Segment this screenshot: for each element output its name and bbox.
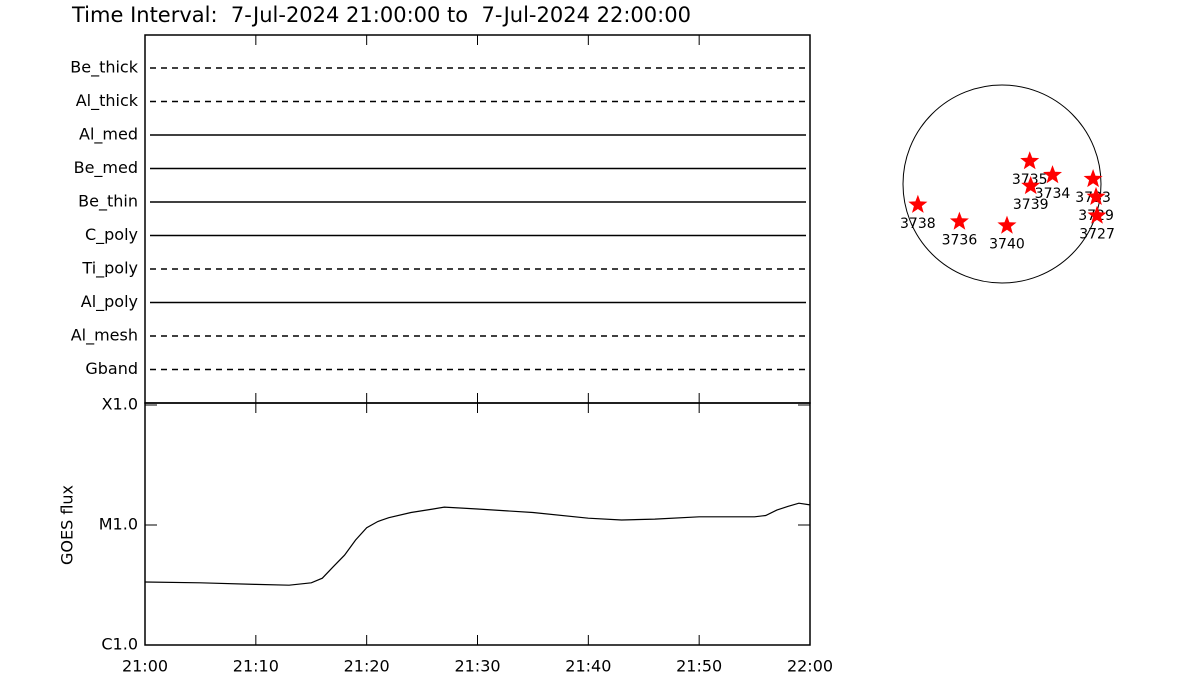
goes-panel-frame xyxy=(144,402,811,646)
chart-title: Time Interval: 7-Jul-2024 21:00:00 to 7-… xyxy=(71,3,691,27)
region-star xyxy=(997,215,1017,234)
y-tick-label: X1.0 xyxy=(102,395,138,414)
filter-label: Be_thin xyxy=(78,192,138,212)
filter-label: Al_mesh xyxy=(71,326,138,346)
region-star xyxy=(1083,169,1103,188)
goes-curve xyxy=(144,502,811,586)
region-label: 3727 xyxy=(1079,227,1115,243)
x-tick-label: 21:10 xyxy=(233,657,279,676)
region-star xyxy=(1087,205,1107,224)
x-tick-label: 21:30 xyxy=(454,657,500,676)
region-label: 3740 xyxy=(989,237,1025,253)
filter-label: Al_thick xyxy=(76,91,139,111)
filter-label: Al_med xyxy=(79,125,138,145)
x-tick-label: 21:00 xyxy=(122,657,168,676)
region-label: 3734 xyxy=(1035,186,1071,202)
region-label: 3739 xyxy=(1013,197,1049,213)
filter-label: Al_poly xyxy=(81,292,138,312)
filter-panel-frame xyxy=(144,34,811,404)
region-label: 3738 xyxy=(900,216,936,232)
region-star xyxy=(908,194,928,213)
region-star xyxy=(949,211,969,230)
y-tick-label: C1.0 xyxy=(101,635,138,654)
region-label: 3736 xyxy=(942,233,978,249)
filter-label: Be_thick xyxy=(70,58,138,78)
region-star xyxy=(1043,165,1062,184)
x-tick-label: 21:20 xyxy=(344,657,390,676)
region-star xyxy=(1086,186,1106,205)
x-tick-label: 21:40 xyxy=(565,657,611,676)
y-tick-label: M1.0 xyxy=(99,515,138,534)
region-star xyxy=(1021,176,1041,195)
filter-label: Be_med xyxy=(74,158,138,178)
x-tick-label: 21:50 xyxy=(676,657,722,676)
filter-label: C_poly xyxy=(85,225,138,245)
solar-disk xyxy=(902,84,1102,284)
x-tick-label: 22:00 xyxy=(787,657,833,676)
filter-label: Gband xyxy=(85,359,138,378)
filter-label: Ti_poly xyxy=(81,259,138,279)
region-star xyxy=(1020,151,1040,170)
y-axis-label: GOES flux xyxy=(58,485,77,565)
